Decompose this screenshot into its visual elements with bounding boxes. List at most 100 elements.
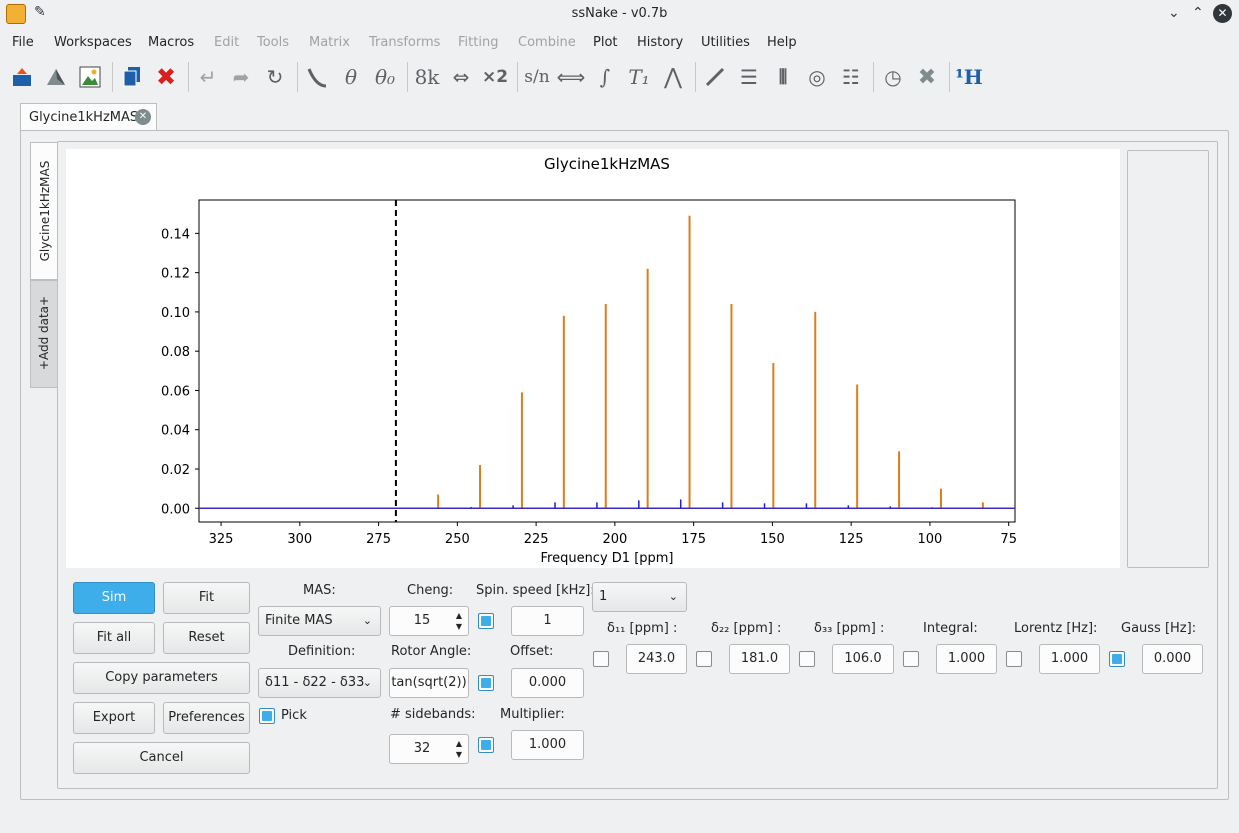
lorentz-checkbox[interactable] <box>1006 651 1022 667</box>
menu-transforms[interactable]: Transforms <box>369 35 441 50</box>
side-tab-add-label: +Add data+ <box>37 295 51 371</box>
auto-phase-icon[interactable]: θ₀ <box>374 65 396 89</box>
spectrum-chart[interactable]: Glycine1kHzMAS 325 300 275 250 225 200 175 150 12… <box>66 149 1120 568</box>
d11-input[interactable]: 243.0 <box>626 644 687 674</box>
relaxation-icon[interactable]: T₁ <box>628 65 650 89</box>
cheng-value: 15 <box>413 613 431 628</box>
redo-icon[interactable]: ➦ <box>232 65 250 89</box>
spin-arrows-icon[interactable]: ▲ ▼ <box>455 739 462 759</box>
menu-workspaces[interactable]: Workspaces <box>54 35 132 50</box>
duplicate-icon[interactable] <box>118 60 146 94</box>
nmr-table-icon[interactable]: ¹H <box>955 65 983 89</box>
workspace-tab-label: Glycine1kHzMAS <box>29 110 139 125</box>
d33-input[interactable]: 106.0 <box>832 644 894 674</box>
gauss-checkbox[interactable] <box>1109 651 1125 667</box>
definition-label: Definition: <box>288 644 356 659</box>
menu-bar: File Workspaces Macros Edit Tools Matrix Trans… <box>0 32 1239 54</box>
x-tick-label: 325 <box>209 532 234 547</box>
line-plot-icon[interactable] <box>701 60 729 94</box>
title-bar: ✎ ssNake - v0.7b ⌄ ⌃ ✕ <box>0 0 1239 28</box>
baseline-icon[interactable] <box>303 60 331 94</box>
sidebands-spinbox[interactable]: 32 ▲ ▼ <box>389 734 469 764</box>
side-tab-data-label: Glycine1kHzMAS <box>38 160 52 262</box>
d22-checkbox[interactable] <box>696 651 712 667</box>
integral-input[interactable]: 1.000 <box>936 644 997 674</box>
copy-parameters-button[interactable]: Copy parameters <box>73 662 250 694</box>
y-tick-label: 0.00 <box>161 502 190 517</box>
menu-macros[interactable]: Macros <box>148 35 195 50</box>
sites-select[interactable]: 1 ⌄ <box>592 582 687 612</box>
preferences-button[interactable]: Preferences <box>163 702 250 734</box>
spin-speed-checkbox[interactable] <box>478 613 494 629</box>
side-tab-add-data[interactable]: +Add data+ <box>30 280 58 388</box>
multiplier-input[interactable]: 1.000 <box>511 730 584 760</box>
shift-icon[interactable]: ⇔ <box>452 65 470 89</box>
reload-icon[interactable]: ↻ <box>266 65 284 89</box>
d11-checkbox[interactable] <box>593 651 609 667</box>
mas-select[interactable]: Finite MAS ⌄ <box>258 606 381 636</box>
menu-help[interactable]: Help <box>767 35 797 50</box>
definition-select[interactable]: δ11 - δ22 - δ33 ⌄ <box>258 668 381 698</box>
delete-icon[interactable]: ✖ <box>155 63 177 91</box>
pin-icon[interactable]: ✎ <box>34 4 46 20</box>
maximize-icon[interactable]: ⌃ <box>1192 5 1204 21</box>
image-icon[interactable] <box>76 60 104 94</box>
lorentz-input[interactable]: 1.000 <box>1039 644 1100 674</box>
x-axis-label: Frequency D1 [ppm] <box>540 551 673 566</box>
menu-file[interactable]: File <box>12 35 34 50</box>
fit-all-button[interactable]: Fit all <box>73 622 155 654</box>
size-icon[interactable]: 8k <box>414 65 440 89</box>
fit-button[interactable]: Fit <box>163 582 250 614</box>
close-fit-icon[interactable]: ✖ <box>917 64 937 90</box>
spin-arrows-icon[interactable]: ▲ ▼ <box>455 611 462 631</box>
chevron-down-icon: ⌄ <box>362 676 372 689</box>
export-button[interactable]: Export <box>73 702 155 734</box>
undo-icon[interactable]: ↵ <box>199 65 217 89</box>
menu-edit[interactable]: Edit <box>214 35 240 50</box>
menu-fitting[interactable]: Fitting <box>458 35 499 50</box>
pick-checkbox[interactable] <box>259 708 275 724</box>
close-tab-icon[interactable]: ✕ <box>135 109 151 125</box>
menu-tools[interactable]: Tools <box>257 35 290 50</box>
multiply-icon[interactable]: ×2 <box>481 67 509 87</box>
d33-checkbox[interactable] <box>799 651 815 667</box>
multiplier-checkbox[interactable] <box>478 737 494 753</box>
plot-canvas[interactable]: Glycine1kHzMAS 325 300 275 250 225 200 175 150 12… <box>66 149 1120 568</box>
peak-fit-icon[interactable]: ⋀ <box>663 64 683 90</box>
offset-input[interactable]: 0.000 <box>511 668 584 698</box>
rotor-angle-input[interactable]: tan(sqrt(2)) <box>389 668 469 698</box>
spin-speed-input[interactable]: 1 <box>511 606 584 636</box>
cheng-spinbox[interactable]: 15 ▲ ▼ <box>389 606 469 636</box>
d22-input[interactable]: 181.0 <box>729 644 790 674</box>
multi-plot-icon[interactable]: ☷ <box>842 65 860 89</box>
menu-history[interactable]: History <box>637 35 684 50</box>
gauss-input[interactable]: 0.000 <box>1142 644 1203 674</box>
fwhm-icon[interactable]: ⟺ <box>556 65 586 89</box>
offset-checkbox[interactable] <box>478 675 494 691</box>
reset-button[interactable]: Reset <box>163 622 250 654</box>
integral-checkbox[interactable] <box>903 651 919 667</box>
cancel-button[interactable]: Cancel <box>73 742 250 774</box>
save-figure-icon[interactable] <box>42 60 70 94</box>
snr-icon[interactable]: s/n <box>524 67 550 87</box>
array-plot-icon[interactable]: ⦀ <box>778 65 788 89</box>
stack-plot-icon[interactable]: ☰ <box>740 65 758 89</box>
history-icon[interactable]: ◷ <box>884 65 902 89</box>
minimize-icon[interactable]: ⌄ <box>1168 5 1180 21</box>
mas-select-value: Finite MAS <box>265 613 333 628</box>
open-file-icon[interactable] <box>8 60 36 94</box>
close-window-icon[interactable]: ✕ <box>1213 4 1232 23</box>
y-tick-label: 0.10 <box>161 306 190 321</box>
sim-button[interactable]: Sim <box>73 582 155 614</box>
y-tick-label: 0.02 <box>161 463 190 478</box>
workspace-tab[interactable]: Glycine1kHzMAS ✕ <box>20 103 157 131</box>
menu-utilities[interactable]: Utilities <box>701 35 750 50</box>
menu-combine[interactable]: Combine <box>518 35 576 50</box>
contour-plot-icon[interactable]: ◎ <box>808 65 826 89</box>
menu-plot[interactable]: Plot <box>593 35 618 50</box>
integral-icon[interactable]: ∫ <box>599 65 611 89</box>
side-tab-data[interactable]: Glycine1kHzMAS <box>30 142 58 280</box>
phase-icon[interactable]: θ <box>344 65 358 89</box>
y-tick-label: 0.06 <box>161 384 190 399</box>
menu-matrix[interactable]: Matrix <box>309 35 350 50</box>
